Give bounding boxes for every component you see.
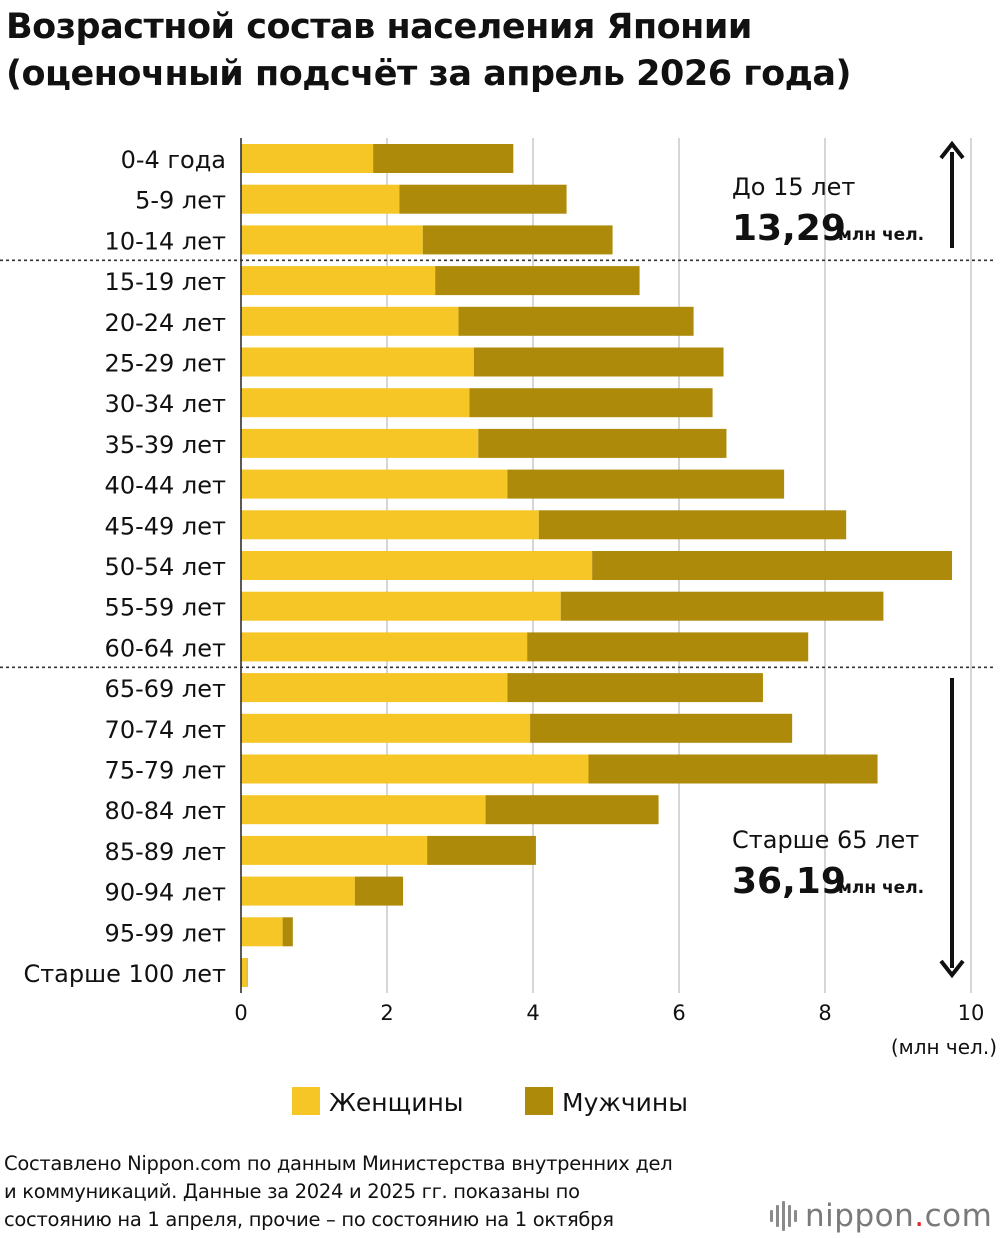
legend-swatch-men <box>525 1087 553 1115</box>
bar-women <box>241 632 528 662</box>
logo-text-suffix: com <box>924 1198 993 1234</box>
category-label: 50-54 лет <box>105 553 226 581</box>
category-label: 0-4 года <box>121 146 226 174</box>
source-note-line-2: и коммуникаций. Данные за 2024 и 2025 гг… <box>4 1180 580 1203</box>
category-label: 55-59 лет <box>105 594 226 622</box>
bar-men <box>435 266 640 296</box>
bar-men <box>399 184 567 214</box>
category-label: 60-64 лет <box>105 634 226 662</box>
bar-women <box>241 225 423 255</box>
bar-men <box>354 876 404 906</box>
bar-women <box>241 876 355 906</box>
category-label: 70-74 лет <box>105 716 226 744</box>
bar-women <box>241 673 508 703</box>
bar-women <box>241 591 561 621</box>
bar-women <box>241 266 436 296</box>
x-tick-label: 8 <box>818 1001 831 1025</box>
bar-women <box>241 428 479 458</box>
x-tick-label: 10 <box>958 1001 985 1025</box>
bar-women <box>241 551 593 580</box>
chart-title-line-1: Возрастной состав населения Японии <box>6 7 752 47</box>
source-note-line-1: Составлено Nippon.com по данным Министер… <box>4 1152 673 1175</box>
bar-women <box>241 917 283 947</box>
bar-men <box>530 713 793 743</box>
annotation-over65-value: 36,19 <box>732 861 846 902</box>
bar-women <box>241 510 539 540</box>
category-label: 75-79 лет <box>105 757 226 785</box>
x-tick-label: 0 <box>234 1001 247 1025</box>
bar-women <box>241 306 459 336</box>
bar-women <box>241 713 531 743</box>
category-label: 65-69 лет <box>105 675 226 703</box>
nippon-logo: nippon.com <box>770 1198 992 1234</box>
bar-women <box>241 144 374 173</box>
bar-women <box>241 958 247 987</box>
bar-men <box>458 306 694 336</box>
chart-title: Возрастной состав населения Японии (оцен… <box>6 4 996 98</box>
annotation-under15-label: До 15 лет <box>732 173 855 201</box>
bar-men <box>592 551 953 580</box>
legend-label-men: Мужчины <box>562 1088 688 1117</box>
bar-men <box>538 510 847 540</box>
source-note-line-3: состоянию на 1 апреля, прочие – по состо… <box>4 1208 614 1231</box>
bar-women <box>241 754 589 784</box>
bar-women <box>241 795 486 825</box>
source-note: Составлено Nippon.com по данным Министер… <box>4 1150 794 1234</box>
x-tick-label: 4 <box>526 1001 539 1025</box>
bar-women <box>241 347 474 377</box>
bar-men <box>485 795 659 825</box>
bar-men <box>282 917 293 947</box>
bar-men <box>473 347 724 377</box>
population-chart: 0 2 4 6 8 10 (млн чел.) 0-4 года 5-9 лет 10-14 ле… <box>0 138 997 1117</box>
category-label: 45-49 лет <box>105 512 226 540</box>
bar-men <box>527 632 809 662</box>
x-tick-label: 2 <box>380 1001 393 1025</box>
bar-men <box>478 428 727 458</box>
category-label: 10-14 лет <box>105 227 226 255</box>
bar-men <box>507 673 763 703</box>
category-label: Старше 100 лет <box>23 960 226 988</box>
bar-men <box>588 754 878 784</box>
arrow-up-icon <box>939 140 965 160</box>
logo-wordmark: nippon.com <box>805 1198 992 1234</box>
logo-text-dot: . <box>914 1198 925 1234</box>
category-label: 25-29 лет <box>105 350 226 378</box>
logo-text-main: nippon <box>805 1198 915 1234</box>
category-label: 15-19 лет <box>105 268 226 296</box>
legend-label-women: Женщины <box>329 1088 464 1117</box>
category-label: 90-94 лет <box>105 879 226 907</box>
category-label: 80-84 лет <box>105 797 226 825</box>
bar-men <box>427 835 536 865</box>
bar-men <box>507 469 785 499</box>
category-label: 95-99 лет <box>105 919 226 947</box>
category-label: 85-89 лет <box>105 838 226 866</box>
category-label: 35-39 лет <box>105 431 226 459</box>
category-label: 5-9 лет <box>135 187 226 215</box>
annotation-under15-unit: млн чел. <box>838 225 924 245</box>
bar-men <box>373 144 514 173</box>
logo-bars-icon <box>770 1201 797 1231</box>
legend-swatch-women <box>292 1087 320 1115</box>
bar-women <box>241 469 508 499</box>
bar-men <box>422 225 613 255</box>
arrow-down-icon <box>939 959 965 979</box>
bar-women <box>241 184 400 214</box>
bar-women <box>241 835 428 865</box>
chart-title-line-2: (оценочный подсчёт за апрель 2026 года) <box>6 54 852 94</box>
annotation-under15-value: 13,29 <box>732 208 846 249</box>
bar-men <box>246 958 248 987</box>
category-label: 20-24 лет <box>105 309 226 337</box>
bar-men <box>560 591 884 621</box>
annotation-over65-label: Старше 65 лет <box>732 826 919 854</box>
annotation-over65-unit: млн чел. <box>838 878 924 898</box>
category-label: 40-44 лет <box>105 472 226 500</box>
category-label: 30-34 лет <box>105 390 226 418</box>
bar-women <box>241 388 470 418</box>
x-axis-unit-label: (млн чел.) <box>891 1035 997 1059</box>
x-tick-label: 6 <box>672 1001 685 1025</box>
bar-men <box>469 388 713 418</box>
